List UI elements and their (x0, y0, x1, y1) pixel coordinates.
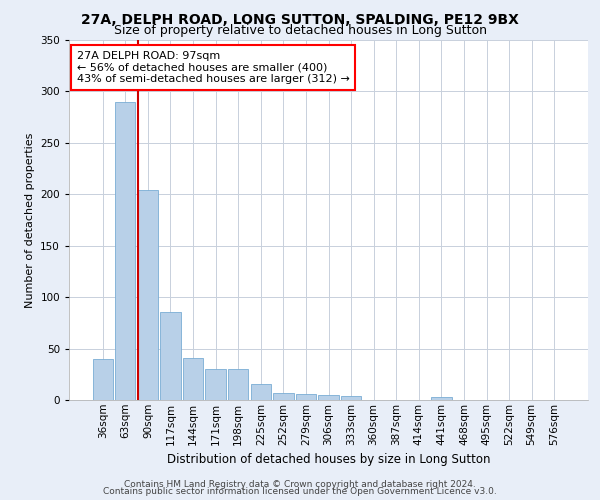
Bar (183, 358, 203, 400)
Bar (273, 393, 293, 400)
Text: 27A, DELPH ROAD, LONG SUTTON, SPALDING, PE12 9BX: 27A, DELPH ROAD, LONG SUTTON, SPALDING, … (81, 12, 519, 26)
Bar (341, 396, 361, 400)
Bar (205, 369, 226, 400)
X-axis label: Distribution of detached houses by size in Long Sutton: Distribution of detached houses by size … (167, 453, 490, 466)
Text: Contains HM Land Registry data © Crown copyright and database right 2024.: Contains HM Land Registry data © Crown c… (124, 480, 476, 489)
Bar (431, 397, 452, 400)
Bar (138, 190, 158, 400)
Bar (115, 102, 136, 400)
Text: Size of property relative to detached houses in Long Sutton: Size of property relative to detached ho… (113, 24, 487, 37)
Bar (228, 369, 248, 400)
Text: Contains public sector information licensed under the Open Government Licence v3: Contains public sector information licen… (103, 487, 497, 496)
Y-axis label: Number of detached properties: Number of detached properties (25, 132, 35, 308)
Bar (319, 395, 338, 400)
Text: 27A DELPH ROAD: 97sqm
← 56% of detached houses are smaller (400)
43% of semi-det: 27A DELPH ROAD: 97sqm ← 56% of detached … (77, 51, 350, 84)
Bar (160, 312, 181, 400)
Bar (296, 394, 316, 400)
Bar (92, 359, 113, 400)
Bar (251, 384, 271, 400)
